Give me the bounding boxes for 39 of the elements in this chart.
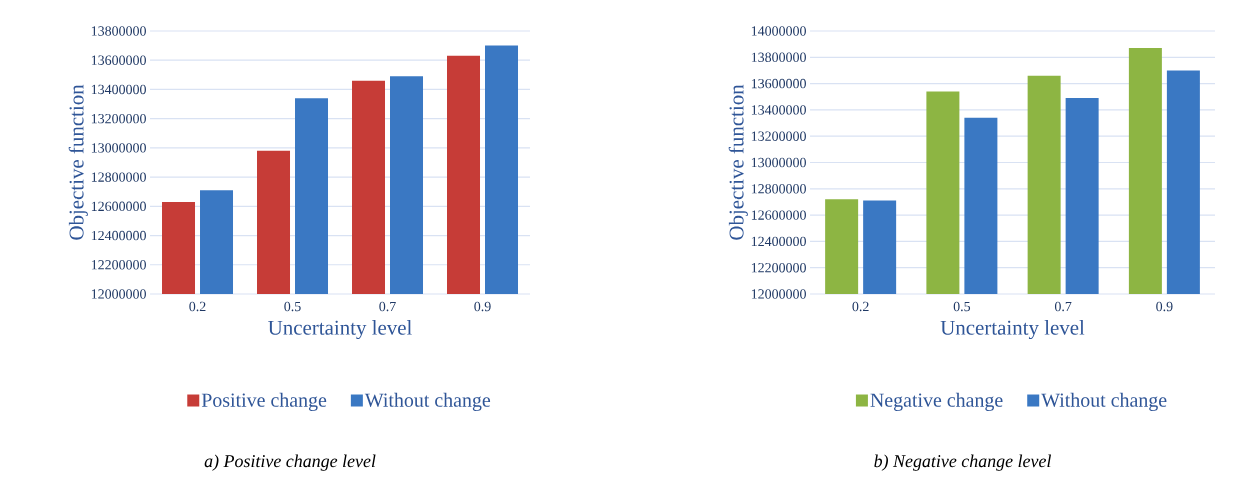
y-tick-label: 12000000 — [91, 289, 146, 299]
x-axis-title: Uncertainty level — [268, 320, 412, 340]
y-tick-label: 12400000 — [751, 236, 806, 247]
y-tick-label: 12200000 — [91, 260, 146, 270]
x-tick-label: 0.7 — [1054, 301, 1072, 312]
y-tick-label: 12400000 — [91, 230, 146, 241]
y-tick-label: 12600000 — [751, 210, 806, 220]
y-tick-label: 13400000 — [751, 105, 806, 115]
y-tick-label: 13400000 — [91, 84, 146, 95]
x-tick-label: 0.5 — [953, 301, 971, 312]
y-axis-title: Objective function — [68, 84, 88, 240]
y-tick-label: 12800000 — [91, 172, 146, 182]
x-tick-label: 0.2 — [852, 301, 869, 312]
x-axis-title: Uncertainty level — [940, 320, 1085, 340]
x-tick-label: 0.2 — [189, 301, 206, 312]
y-tick-label: 13600000 — [751, 78, 806, 89]
text: a) Positive change level — [204, 454, 376, 471]
y-tick-label: 14000000 — [751, 26, 806, 36]
y-tick-label: 13200000 — [751, 131, 806, 141]
y-tick-label: 13800000 — [751, 52, 806, 62]
text: b) Negative change level — [874, 454, 1052, 471]
x-tick-label: 0.7 — [379, 301, 396, 312]
y-tick-label: 12600000 — [91, 201, 146, 212]
y-tick-label: 13000000 — [91, 143, 146, 153]
x-tick-label: 0.9 — [474, 301, 491, 312]
y-axis-title: Objective function — [728, 84, 748, 240]
y-tick-label: 12200000 — [751, 262, 806, 273]
y-tick-label: 13800000 — [91, 26, 146, 36]
legend-label: Without change — [364, 392, 491, 411]
y-tick-label: 13600000 — [91, 55, 146, 65]
x-tick-label: 0.9 — [1156, 301, 1173, 312]
y-tick-label: 12800000 — [751, 184, 806, 194]
x-tick-label: 0.5 — [284, 301, 301, 312]
y-tick-label: 12000000 — [751, 289, 806, 299]
y-tick-label: 13000000 — [751, 157, 806, 168]
legend-label: Negative change — [870, 392, 1003, 411]
legend-label: Without change — [1041, 392, 1167, 411]
legend-label: Positive change — [201, 392, 327, 411]
y-tick-label: 13200000 — [91, 113, 146, 124]
